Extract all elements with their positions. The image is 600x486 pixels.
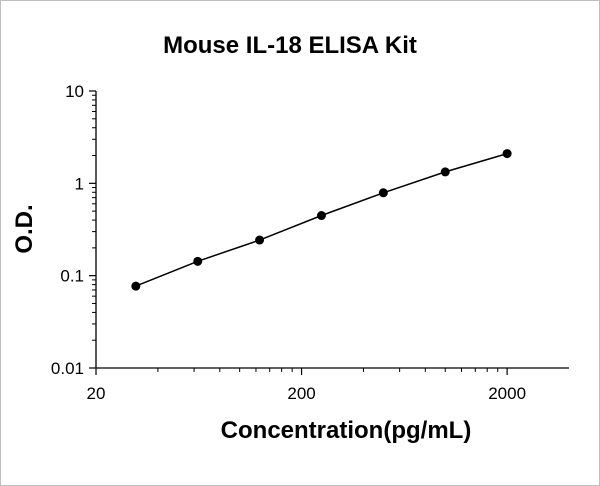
x-tick-label: 2000 — [488, 384, 526, 403]
x-tick-label: 200 — [287, 384, 315, 403]
ticks — [89, 90, 508, 375]
chart-title: Mouse IL-18 ELISA Kit — [163, 32, 417, 59]
data-point — [255, 235, 265, 245]
y-axis-label: O.D. — [11, 204, 38, 253]
x-axis-label: Concentration(pg/mL) — [221, 417, 472, 444]
data-point — [378, 188, 388, 198]
y-tick-label: 10 — [65, 82, 84, 101]
data-point — [502, 149, 512, 159]
data-points — [131, 149, 512, 291]
y-tick-label: 1 — [75, 174, 84, 193]
y-tick-label: 0.01 — [51, 359, 84, 378]
axes — [95, 91, 569, 369]
data-point — [440, 167, 450, 177]
data-point — [193, 256, 203, 266]
y-tick-label: 0.1 — [60, 267, 84, 286]
data-point — [131, 281, 141, 291]
data-point — [316, 211, 326, 221]
x-tick-label: 20 — [87, 384, 106, 403]
tick-labels: 0.01 0.1 1 10 20 200 2000 — [51, 82, 526, 403]
